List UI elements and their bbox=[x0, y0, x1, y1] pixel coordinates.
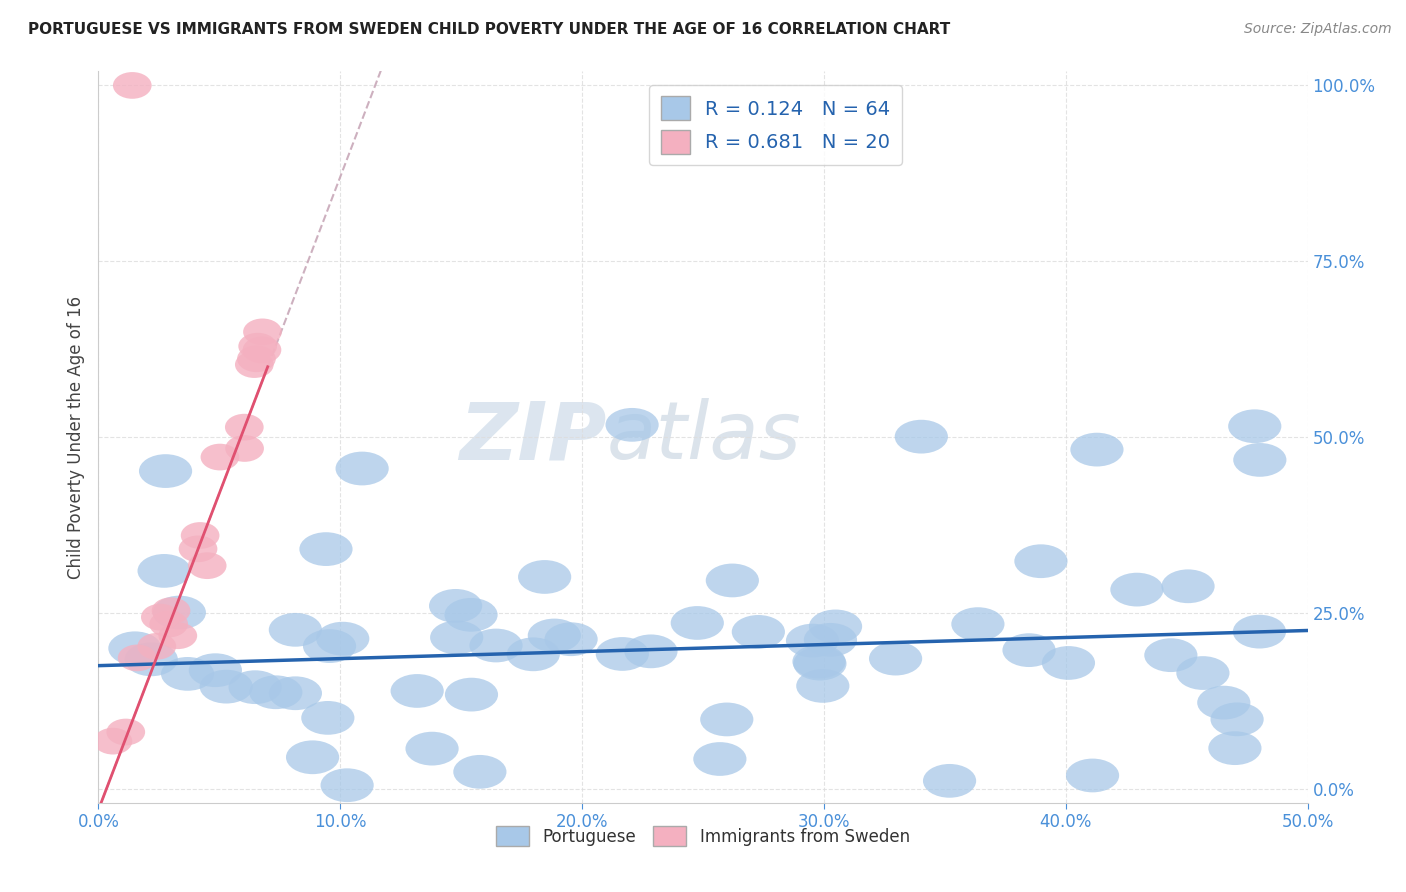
Ellipse shape bbox=[285, 740, 339, 774]
Ellipse shape bbox=[796, 669, 849, 703]
Ellipse shape bbox=[141, 604, 180, 631]
Legend: Portuguese, Immigrants from Sweden: Portuguese, Immigrants from Sweden bbox=[489, 820, 917, 853]
Ellipse shape bbox=[1233, 443, 1286, 477]
Ellipse shape bbox=[1229, 409, 1281, 443]
Ellipse shape bbox=[624, 634, 678, 668]
Ellipse shape bbox=[1208, 731, 1261, 765]
Ellipse shape bbox=[804, 623, 858, 657]
Ellipse shape bbox=[430, 621, 484, 655]
Ellipse shape bbox=[159, 623, 197, 649]
Ellipse shape bbox=[808, 609, 862, 643]
Ellipse shape bbox=[269, 676, 322, 710]
Ellipse shape bbox=[1177, 657, 1229, 690]
Ellipse shape bbox=[606, 408, 658, 442]
Ellipse shape bbox=[1197, 686, 1250, 720]
Ellipse shape bbox=[200, 670, 253, 704]
Ellipse shape bbox=[544, 623, 598, 657]
Ellipse shape bbox=[107, 719, 145, 746]
Ellipse shape bbox=[188, 552, 226, 579]
Ellipse shape bbox=[336, 451, 388, 485]
Ellipse shape bbox=[229, 670, 281, 704]
Ellipse shape bbox=[731, 615, 785, 648]
Ellipse shape bbox=[1144, 639, 1198, 672]
Ellipse shape bbox=[181, 522, 219, 549]
Ellipse shape bbox=[693, 742, 747, 776]
Ellipse shape bbox=[152, 598, 190, 624]
Ellipse shape bbox=[162, 657, 214, 690]
Ellipse shape bbox=[238, 345, 276, 372]
Ellipse shape bbox=[138, 554, 191, 588]
Ellipse shape bbox=[125, 642, 179, 676]
Ellipse shape bbox=[269, 613, 322, 647]
Ellipse shape bbox=[444, 598, 498, 632]
Ellipse shape bbox=[444, 678, 498, 712]
Ellipse shape bbox=[249, 675, 302, 709]
Ellipse shape bbox=[188, 653, 242, 687]
Ellipse shape bbox=[706, 564, 759, 598]
Ellipse shape bbox=[94, 728, 132, 755]
Y-axis label: Child Poverty Under the Age of 16: Child Poverty Under the Age of 16 bbox=[66, 295, 84, 579]
Ellipse shape bbox=[321, 768, 374, 802]
Ellipse shape bbox=[1161, 569, 1215, 603]
Ellipse shape bbox=[506, 638, 560, 671]
Ellipse shape bbox=[235, 351, 274, 378]
Ellipse shape bbox=[139, 454, 193, 488]
Ellipse shape bbox=[405, 731, 458, 765]
Ellipse shape bbox=[869, 641, 922, 675]
Ellipse shape bbox=[301, 701, 354, 735]
Ellipse shape bbox=[470, 629, 523, 663]
Ellipse shape bbox=[153, 596, 205, 630]
Ellipse shape bbox=[118, 645, 156, 672]
Ellipse shape bbox=[225, 414, 264, 441]
Ellipse shape bbox=[299, 533, 353, 566]
Text: ZIP: ZIP bbox=[458, 398, 606, 476]
Ellipse shape bbox=[179, 535, 218, 562]
Ellipse shape bbox=[1066, 758, 1119, 792]
Ellipse shape bbox=[239, 333, 277, 359]
Ellipse shape bbox=[391, 674, 444, 708]
Ellipse shape bbox=[225, 435, 264, 462]
Ellipse shape bbox=[700, 703, 754, 736]
Ellipse shape bbox=[138, 633, 176, 660]
Ellipse shape bbox=[108, 632, 162, 665]
Ellipse shape bbox=[1042, 646, 1095, 680]
Ellipse shape bbox=[596, 637, 650, 671]
Ellipse shape bbox=[302, 629, 356, 663]
Ellipse shape bbox=[786, 624, 839, 657]
Ellipse shape bbox=[201, 443, 239, 470]
Text: Source: ZipAtlas.com: Source: ZipAtlas.com bbox=[1244, 22, 1392, 37]
Ellipse shape bbox=[149, 611, 188, 638]
Ellipse shape bbox=[793, 647, 846, 681]
Ellipse shape bbox=[1014, 544, 1067, 578]
Text: atlas: atlas bbox=[606, 398, 801, 476]
Ellipse shape bbox=[453, 755, 506, 789]
Ellipse shape bbox=[1111, 573, 1164, 607]
Ellipse shape bbox=[952, 607, 1004, 641]
Ellipse shape bbox=[517, 560, 571, 594]
Ellipse shape bbox=[243, 336, 281, 363]
Ellipse shape bbox=[671, 606, 724, 640]
Ellipse shape bbox=[1002, 633, 1056, 667]
Ellipse shape bbox=[527, 618, 581, 652]
Ellipse shape bbox=[429, 589, 482, 623]
Ellipse shape bbox=[112, 72, 152, 99]
Ellipse shape bbox=[1233, 615, 1286, 648]
Ellipse shape bbox=[1211, 703, 1264, 736]
Ellipse shape bbox=[922, 764, 976, 797]
Ellipse shape bbox=[793, 645, 845, 679]
Ellipse shape bbox=[1070, 433, 1123, 467]
Text: PORTUGUESE VS IMMIGRANTS FROM SWEDEN CHILD POVERTY UNDER THE AGE OF 16 CORRELATI: PORTUGUESE VS IMMIGRANTS FROM SWEDEN CHI… bbox=[28, 22, 950, 37]
Ellipse shape bbox=[243, 318, 281, 345]
Ellipse shape bbox=[894, 420, 948, 453]
Ellipse shape bbox=[316, 622, 370, 656]
